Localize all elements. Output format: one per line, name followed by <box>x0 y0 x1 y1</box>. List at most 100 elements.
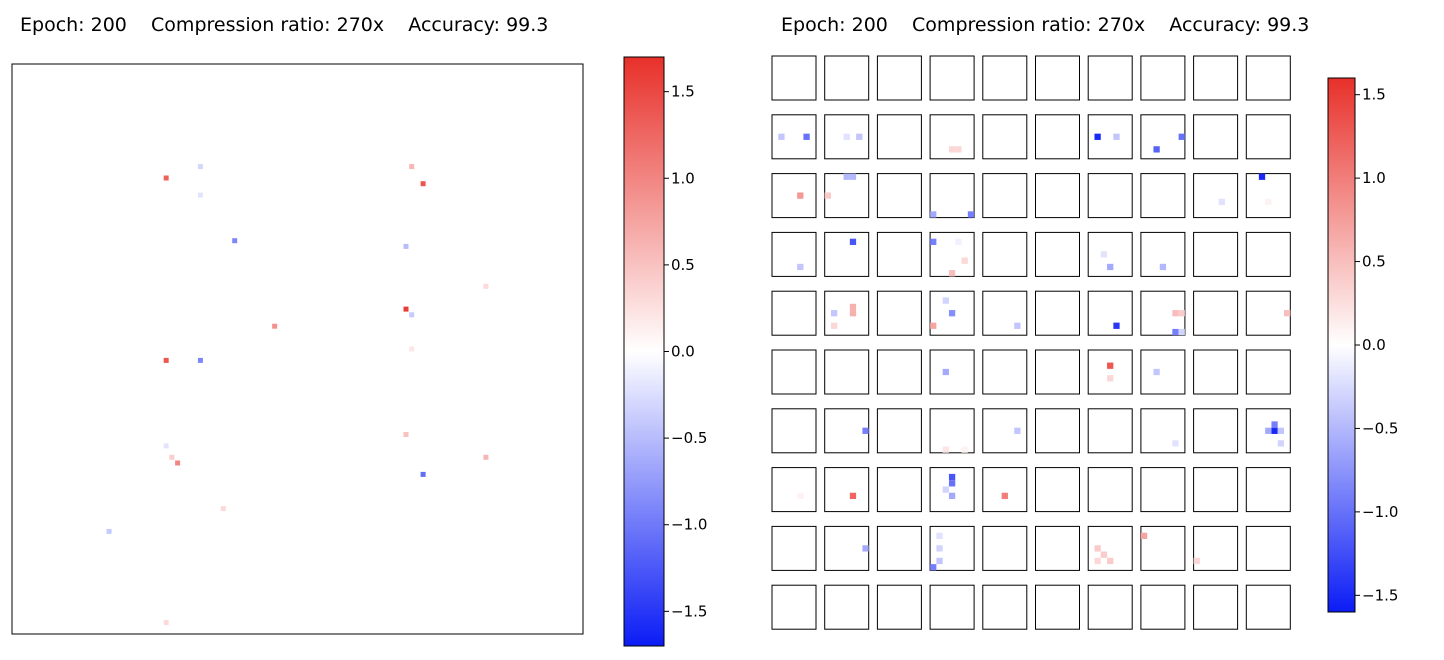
right-colorbar-tick-label: −1.5 <box>1362 586 1398 604</box>
tile-frame <box>1245 467 1291 513</box>
tile-frame <box>1193 290 1239 336</box>
heatmap-cell <box>483 283 489 289</box>
left-colorbar-tick-label: 1.0 <box>671 169 695 187</box>
tile-pixel <box>1014 427 1021 434</box>
tile-frame <box>1035 173 1080 219</box>
tile-pixel <box>942 446 949 453</box>
tile-pixel <box>942 486 949 493</box>
heatmap-cell <box>197 192 203 198</box>
heatmap-cell <box>163 175 169 181</box>
heatmap-cell <box>409 164 415 170</box>
tile-frame <box>1035 349 1080 395</box>
heatmap-cell <box>220 506 226 512</box>
tile-frame <box>929 231 975 277</box>
tile-frame <box>982 349 1028 395</box>
tile-pixel <box>830 322 838 329</box>
tile-frame <box>1193 55 1239 101</box>
tile-frame <box>1035 408 1080 454</box>
heatmap-cell <box>232 238 238 244</box>
tile-pixel <box>1284 310 1291 317</box>
tile-frame <box>1087 584 1133 630</box>
tile-frame <box>876 467 922 513</box>
heatmap-cell <box>403 432 409 437</box>
tile-pixel <box>1100 551 1108 558</box>
tile-frame <box>771 584 817 630</box>
tile-frame <box>876 525 922 571</box>
right-chart-title: Epoch: 200 Compression ratio: 270x Accur… <box>781 14 1310 36</box>
heatmap-cell <box>106 528 112 534</box>
tile-pixel <box>936 557 943 565</box>
tile-pixel <box>1107 557 1114 565</box>
tile-frame <box>1245 173 1291 219</box>
tile-pixel <box>948 310 956 317</box>
tile-frame <box>771 55 817 101</box>
heatmap-cell <box>403 306 409 312</box>
tile-pixel <box>967 211 975 218</box>
tile-pixel <box>1107 362 1114 369</box>
tile-frame <box>982 467 1028 513</box>
tile-pixel <box>830 310 838 317</box>
tile-frame <box>1245 349 1291 395</box>
left-colorbar-tick-label: 0.0 <box>671 343 695 361</box>
tile-frame <box>1087 290 1133 336</box>
tile-frame <box>1035 55 1080 101</box>
tile-frame <box>1193 349 1239 395</box>
tile-frame <box>771 525 817 571</box>
left-colorbar-tick-label: 1.5 <box>671 83 695 101</box>
tile-frame <box>982 55 1028 101</box>
tile-frame <box>1193 525 1239 571</box>
tile-pixel <box>936 545 943 552</box>
tile-frame <box>1140 525 1186 571</box>
tile-pixel <box>1094 133 1101 140</box>
tile-frame <box>1087 55 1133 101</box>
heatmap-cell <box>175 460 181 466</box>
tile-pixel <box>948 473 956 481</box>
tile-frame <box>876 231 922 277</box>
tile-pixel <box>1265 427 1272 434</box>
tile-frame <box>929 408 975 454</box>
tile-pixel <box>1100 251 1108 258</box>
tile-frame <box>929 290 975 336</box>
right-colorbar: −1.5 −1.0 −0.5 0.0 0.5 1.0 1.5 <box>1327 77 1398 613</box>
tile-frame <box>1087 467 1133 513</box>
tile-pixel <box>948 492 956 500</box>
tile-frame <box>982 173 1028 219</box>
tile-frame <box>1245 55 1291 101</box>
left-chart-title: Epoch: 200 Compression ratio: 270x Accur… <box>20 14 549 36</box>
tile-frame <box>771 290 817 336</box>
tile-pixel <box>1193 557 1200 565</box>
tile-frame <box>1245 584 1291 630</box>
tile-pixel <box>862 545 869 552</box>
heatmap-cell <box>169 454 175 460</box>
tile-pixel <box>797 192 804 199</box>
right-colorbar-tick-label: 0.0 <box>1362 336 1386 354</box>
tile-frame <box>1035 290 1080 336</box>
tile-pixel <box>1172 440 1179 447</box>
tile-frame <box>824 55 870 101</box>
tile-frame <box>982 231 1028 277</box>
tile-frame <box>1140 467 1186 513</box>
tile-frame <box>929 55 975 101</box>
right-colorbar-tick-label: −1.0 <box>1362 503 1398 521</box>
left-plot-area <box>11 63 584 635</box>
tile-frame <box>1035 231 1080 277</box>
tile-pixel <box>1218 198 1226 206</box>
tile-pixel <box>930 564 937 571</box>
heatmap-cell <box>420 181 426 187</box>
tile-frame <box>824 349 870 395</box>
tile-pixel <box>1277 440 1285 447</box>
tile-frame <box>1035 467 1080 513</box>
tile-pixel <box>824 192 831 199</box>
tile-pixel <box>849 310 857 317</box>
tile-pixel <box>961 446 968 453</box>
tile-pixel <box>1014 322 1021 329</box>
tile-pixel <box>1159 263 1167 271</box>
tile-pixel <box>1001 492 1008 500</box>
tile-pixel <box>1178 310 1185 317</box>
tile-pixel <box>1140 532 1148 539</box>
tile-frame <box>771 231 817 277</box>
tile-frame <box>1087 173 1133 219</box>
tile-frame <box>824 231 870 277</box>
right-colorbar-tick-label: 1.5 <box>1362 86 1386 104</box>
